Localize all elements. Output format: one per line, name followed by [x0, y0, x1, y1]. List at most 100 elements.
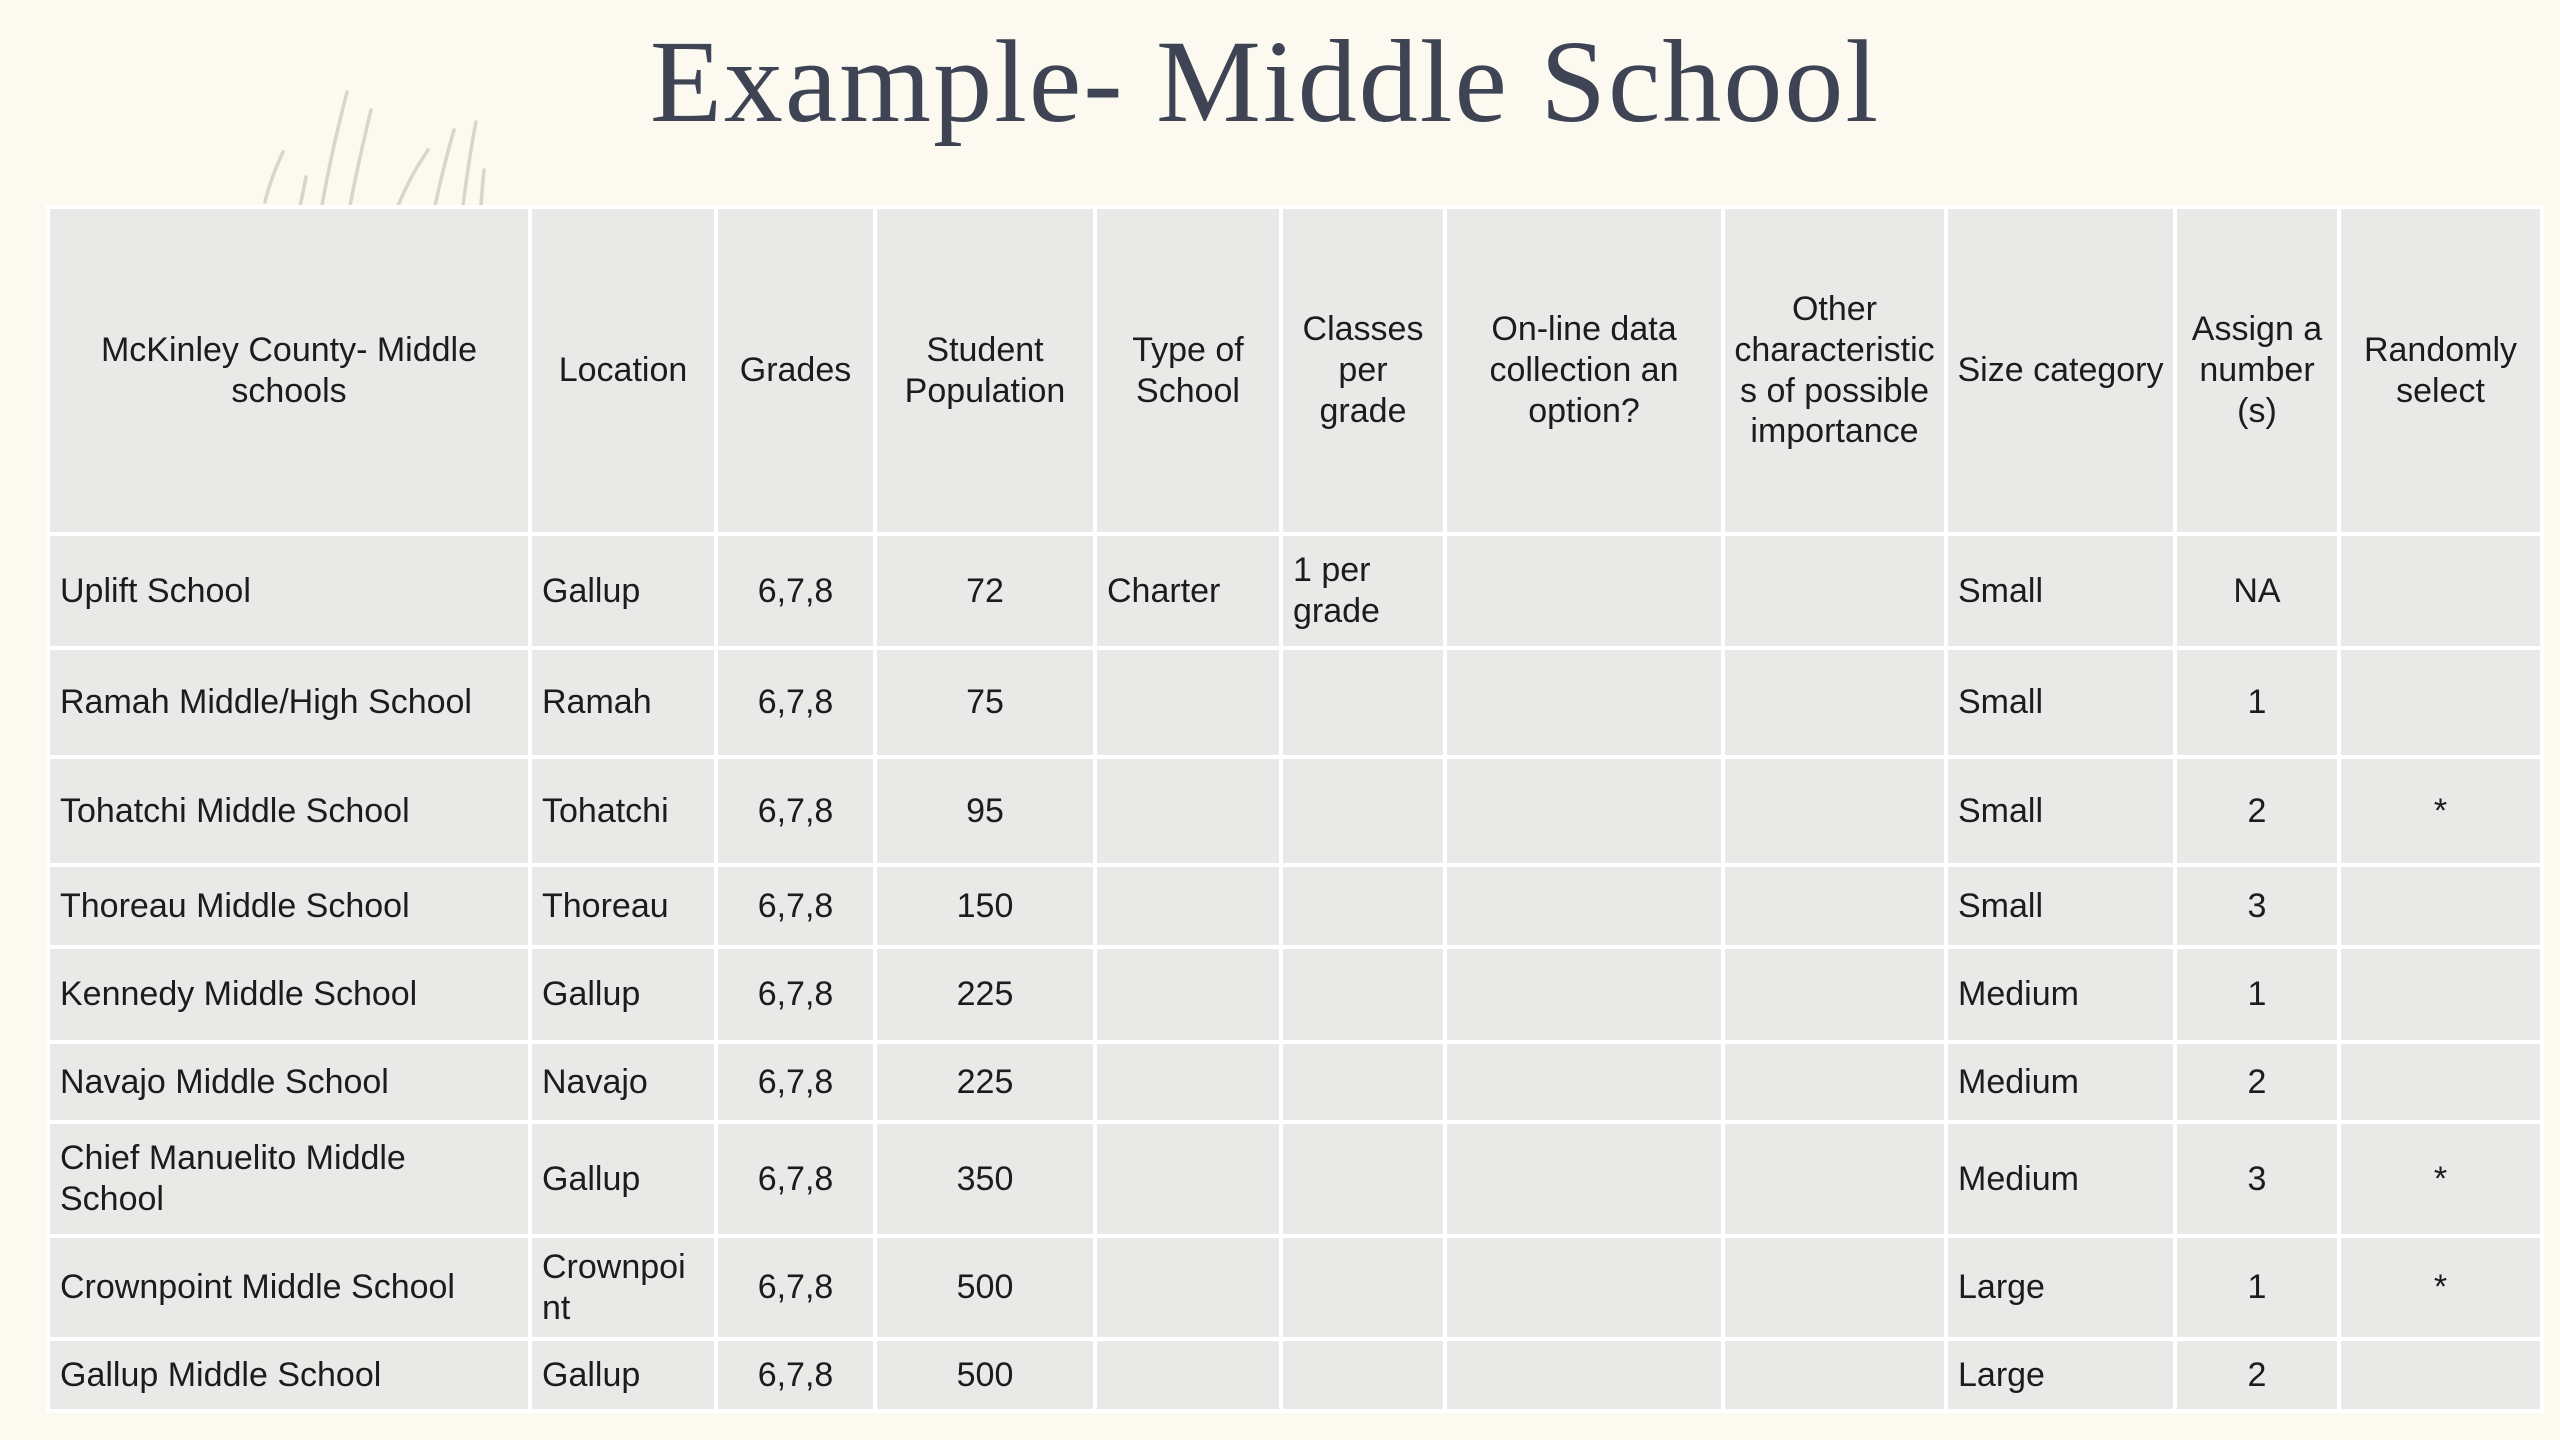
table-cell: * — [2337, 755, 2544, 867]
table-cell: Medium — [1944, 1040, 2177, 1124]
table-cell — [1279, 1337, 1447, 1413]
table-cell: Small — [1944, 755, 2177, 867]
table-cell: Thoreau Middle School — [46, 863, 532, 949]
table-cell: 6,7,8 — [714, 945, 877, 1044]
table-cell — [1721, 1337, 1948, 1413]
table-cell: 3 — [2173, 1120, 2341, 1238]
table-cell: Tohatchi Middle School — [46, 755, 532, 867]
table-cell — [1443, 755, 1725, 867]
table-cell — [1093, 755, 1283, 867]
table-cell — [1093, 1120, 1283, 1238]
table-row: Crownpoint Middle School Crownpoint 6,7,8 5… — [46, 1234, 2544, 1341]
table-cell: Small — [1944, 532, 2177, 650]
table-row: Chief Manuelito Middle School Gallup 6,7,8… — [46, 1120, 2544, 1238]
table-cell: * — [2337, 1234, 2544, 1341]
table-cell: 6,7,8 — [714, 1120, 877, 1238]
table-cell — [1721, 945, 1948, 1044]
column-header-schools: McKinley County- Middle schools — [46, 205, 532, 536]
table-row: Kennedy Middle School Gallup 6,7,8 225 Mediu… — [46, 945, 2544, 1044]
column-header-assign-number: Assign a number (s) — [2173, 205, 2341, 536]
table-cell: 500 — [873, 1234, 1097, 1341]
table-cell: Gallup — [528, 532, 718, 650]
slide-title: Example- Middle School — [649, 16, 1881, 147]
table-cell: Crownpoint — [528, 1234, 718, 1341]
table-header-row: McKinley County- Middle schools Location G… — [46, 205, 2544, 536]
table-cell — [1279, 1040, 1447, 1124]
table-cell: 150 — [873, 863, 1097, 949]
table-cell: 6,7,8 — [714, 755, 877, 867]
table-cell — [2337, 863, 2544, 949]
table-cell: 75 — [873, 646, 1097, 759]
table-cell: 350 — [873, 1120, 1097, 1238]
table-cell: Small — [1944, 863, 2177, 949]
table-cell: 3 — [2173, 863, 2341, 949]
table-cell: 6,7,8 — [714, 863, 877, 949]
table-cell: Large — [1944, 1234, 2177, 1341]
column-header-student-population: Student Population — [873, 205, 1097, 536]
table-cell — [2337, 945, 2544, 1044]
table-cell: 2 — [2173, 1040, 2341, 1124]
table-cell — [1721, 532, 1948, 650]
table-cell: 1 — [2173, 646, 2341, 759]
table-cell: Ramah Middle/High School — [46, 646, 532, 759]
table-cell — [1443, 646, 1725, 759]
table-cell — [1279, 646, 1447, 759]
table-row: Thoreau Middle School Thoreau 6,7,8 150 Smal… — [46, 863, 2544, 949]
grass-strokes-decoration — [263, 90, 486, 208]
table-row: Gallup Middle School Gallup 6,7,8 500 Large 2 — [46, 1337, 2544, 1413]
table-cell — [1721, 863, 1948, 949]
column-header-location: Location — [528, 205, 718, 536]
table-cell: 6,7,8 — [714, 532, 877, 650]
column-header-type-of-school: Type of School — [1093, 205, 1283, 536]
schools-table: McKinley County- Middle schools Location G… — [46, 205, 2544, 1413]
table-cell: Gallup — [528, 1120, 718, 1238]
table-cell: Tohatchi — [528, 755, 718, 867]
table-cell: Small — [1944, 646, 2177, 759]
table-cell — [1721, 1234, 1948, 1341]
table-cell: Kennedy Middle School — [46, 945, 532, 1044]
table-cell: Navajo Middle School — [46, 1040, 532, 1124]
table-cell — [1721, 1040, 1948, 1124]
table-cell — [2337, 646, 2544, 759]
table-cell: Navajo — [528, 1040, 718, 1124]
table-cell: * — [2337, 1120, 2544, 1238]
table-cell: 2 — [2173, 755, 2341, 867]
table-cell — [1093, 1040, 1283, 1124]
column-header-size-category: Size category — [1944, 205, 2177, 536]
table-cell: Medium — [1944, 1120, 2177, 1238]
table-cell — [1093, 863, 1283, 949]
table-row: Ramah Middle/High School Ramah 6,7,8 75 Smal… — [46, 646, 2544, 759]
table-cell: Charter — [1093, 532, 1283, 650]
table-cell: Medium — [1944, 945, 2177, 1044]
table-cell: Gallup — [528, 1337, 718, 1413]
column-header-other-characteristics: Other characteristics of possible import… — [1721, 205, 1948, 536]
table-cell: 1 — [2173, 945, 2341, 1044]
table-row: Navajo Middle School Navajo 6,7,8 225 Medium… — [46, 1040, 2544, 1124]
table-cell — [1093, 1234, 1283, 1341]
column-header-randomly-select: Randomly select — [2337, 205, 2544, 536]
table-cell — [1279, 755, 1447, 867]
table-cell — [1721, 1120, 1948, 1238]
table-cell — [1721, 646, 1948, 759]
table-cell — [2337, 532, 2544, 650]
table-cell: Large — [1944, 1337, 2177, 1413]
table-cell: 225 — [873, 945, 1097, 1044]
table-cell: 2 — [2173, 1337, 2341, 1413]
table-cell — [1093, 646, 1283, 759]
table-cell — [1279, 1120, 1447, 1238]
table-cell — [1443, 1337, 1725, 1413]
table-cell — [1279, 945, 1447, 1044]
table-cell: 6,7,8 — [714, 646, 877, 759]
table-cell — [1443, 1040, 1725, 1124]
table-cell — [1443, 945, 1725, 1044]
table-cell: 6,7,8 — [714, 1234, 877, 1341]
table-cell — [1279, 863, 1447, 949]
table-cell: Gallup Middle School — [46, 1337, 532, 1413]
table-cell — [2337, 1040, 2544, 1124]
table-cell — [2337, 1337, 2544, 1413]
table-cell: Gallup — [528, 945, 718, 1044]
table-cell: NA — [2173, 532, 2341, 650]
table-cell — [1721, 755, 1948, 867]
table-cell: 95 — [873, 755, 1097, 867]
